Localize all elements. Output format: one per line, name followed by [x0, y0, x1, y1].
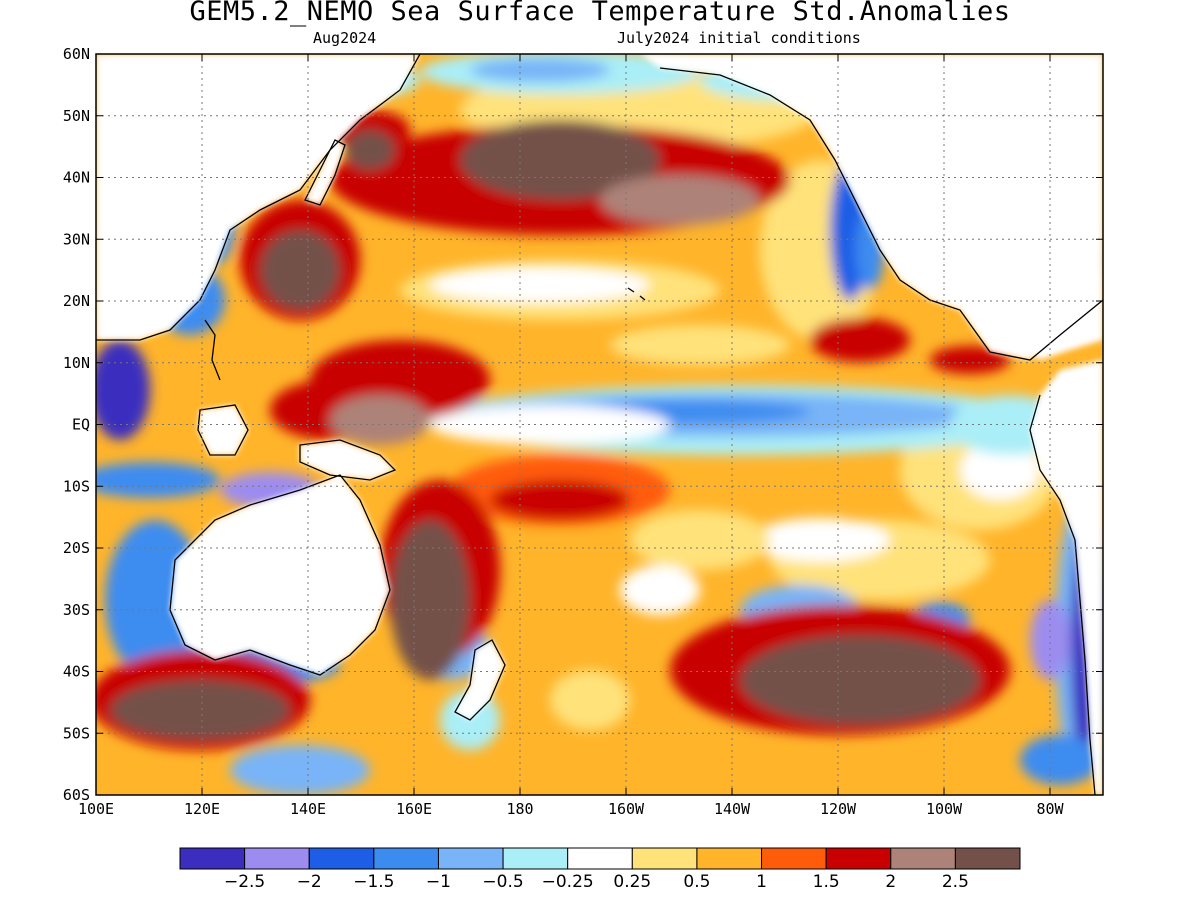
asia-coastline — [96, 54, 421, 341]
forecast-month: Aug2024 — [313, 29, 377, 47]
y-tick-label: 50S — [63, 724, 90, 742]
x-tick-label: 160W — [608, 800, 645, 818]
axis-ticks: 100E 120E 140E 160E 180 160W 140W 120W 100W 80W 60… — [63, 45, 1103, 818]
colorbar-swatch — [567, 847, 633, 870]
y-tick-label: 40N — [63, 169, 90, 187]
y-tick-label: EQ — [72, 416, 90, 434]
colorbar-label: 2.5 — [942, 872, 969, 892]
x-tick-label: 100W — [926, 800, 963, 818]
y-tick-label: 30S — [63, 601, 90, 619]
y-tick-label: 20S — [63, 539, 90, 557]
y-tick-label: 40S — [63, 663, 90, 681]
hawaii-coastline — [627, 287, 646, 301]
philippines-coastline — [204, 319, 221, 381]
asia — [96, 54, 420, 340]
y-tick-label: 60S — [63, 786, 90, 804]
borneo — [198, 405, 248, 455]
y-tick-label: 10N — [63, 354, 90, 372]
colorbar-swatch — [890, 847, 956, 870]
south-america — [1030, 360, 1103, 795]
colorbar-label: 2 — [885, 872, 896, 892]
colorbar-label: −2.5 — [224, 872, 265, 892]
x-tick-label: 140W — [714, 800, 751, 818]
new-zealand-coastline — [454, 639, 506, 721]
colorbar-swatch — [373, 847, 439, 870]
north-america-coastline — [659, 67, 1103, 361]
south-america-coastline — [1029, 394, 1096, 795]
japan — [305, 140, 345, 205]
y-tick-label: 60N — [63, 45, 90, 63]
colorbar-label: −2 — [297, 872, 322, 892]
colorbar-label: 1.5 — [813, 872, 840, 892]
colorbar-label: 0.25 — [613, 872, 651, 892]
colorbar-label: −0.25 — [542, 872, 594, 892]
initial-conditions: July2024 initial conditions — [617, 29, 861, 47]
australia — [170, 475, 390, 675]
north-america — [640, 54, 1103, 360]
x-tick-label: 80W — [1036, 800, 1064, 818]
x-tick-label: 120W — [820, 800, 857, 818]
y-tick-label: 30N — [63, 230, 90, 248]
japan-coastline — [304, 139, 346, 206]
x-tick-label: 120E — [184, 800, 220, 818]
colorbar-swatch — [502, 847, 569, 870]
land-masses — [96, 54, 1103, 795]
colorbar-swatch — [437, 847, 504, 870]
colorbar-swatch — [954, 847, 1021, 870]
new-guinea-coastline — [299, 439, 397, 481]
colorbar-label: −1.5 — [353, 872, 394, 892]
new-zealand — [455, 640, 505, 720]
colorbar-swatch — [761, 847, 827, 870]
y-tick-label: 10S — [63, 477, 90, 495]
central-america — [960, 300, 1103, 360]
australia-coastline — [169, 474, 391, 676]
colorbar-swatch — [631, 847, 698, 870]
colorbar-label: 1 — [756, 872, 767, 892]
y-tick-label: 50N — [63, 107, 90, 125]
colorbar-swatch — [308, 847, 375, 870]
colorbar: −2.5 −2 −1.5 −1 −0.5 −0.25 0.25 0.5 1 1.5 2 2.5 — [179, 847, 1021, 892]
x-tick-label: 180 — [506, 800, 533, 818]
x-tick-label: 160E — [396, 800, 432, 818]
colorbar-label: −0.5 — [482, 872, 523, 892]
colorbar-swatch — [179, 847, 246, 870]
x-tick-label: 100E — [78, 800, 114, 818]
colorbar-label: 0.5 — [683, 872, 710, 892]
colorbar-swatch — [696, 847, 763, 870]
colorbar-label: −1 — [426, 872, 451, 892]
new-guinea — [300, 440, 395, 480]
y-tick-label: 20N — [63, 292, 90, 310]
x-tick-label: 140E — [290, 800, 326, 818]
colorbar-swatch — [244, 847, 310, 870]
map-title: GEM5.2_NEMO Sea Surface Temperature Std.… — [189, 0, 1011, 27]
borneo-coastline — [197, 404, 249, 456]
colorbar-swatch — [825, 847, 892, 870]
